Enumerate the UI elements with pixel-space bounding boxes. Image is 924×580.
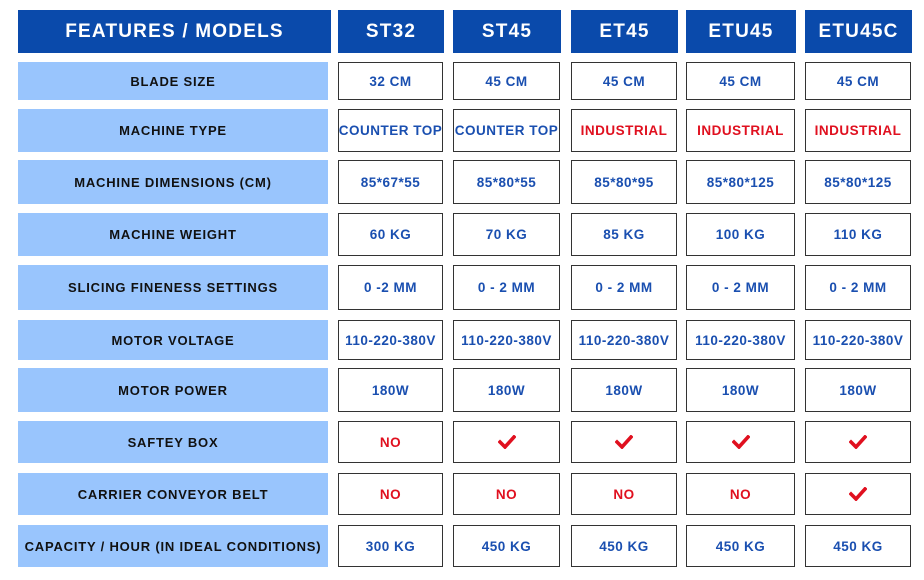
value-cell xyxy=(805,473,911,515)
value-cell: 180W xyxy=(805,368,911,412)
value-cell: 85 KG xyxy=(571,213,677,256)
value-cell: 85*80*95 xyxy=(571,160,677,204)
value-cell: 60 KG xyxy=(338,213,443,256)
value-cell: 110-220-380V xyxy=(805,320,911,360)
check-icon xyxy=(497,435,516,449)
value-cell: 450 KG xyxy=(805,525,911,567)
value-cell: COUNTER TOP xyxy=(338,109,443,152)
check-icon xyxy=(849,487,867,501)
feature-label: CAPACITY / HOUR (IN IDEAL CONDITIONS) xyxy=(18,525,328,567)
value-cell: 45 CM xyxy=(453,62,560,100)
value-cell: 180W xyxy=(686,368,795,412)
value-cell: COUNTER TOP xyxy=(453,109,560,152)
value-cell xyxy=(571,421,677,463)
feature-label: MACHINE WEIGHT xyxy=(18,213,328,256)
feature-label: SLICING FINENESS SETTINGS xyxy=(18,265,328,310)
value-cell: 180W xyxy=(338,368,443,412)
value-cell: NO xyxy=(338,473,443,515)
value-cell xyxy=(453,421,560,463)
feature-label: MACHINE DIMENSIONS (CM) xyxy=(18,160,328,204)
feature-label: BLADE SIZE xyxy=(18,62,328,100)
value-cell: 45 CM xyxy=(805,62,911,100)
model-header: ETU45C xyxy=(805,10,912,53)
value-cell: 110 KG xyxy=(805,213,911,256)
model-header: ETU45 xyxy=(686,10,796,53)
model-header: ST32 xyxy=(338,10,444,53)
value-cell: 110-220-380V xyxy=(686,320,795,360)
value-cell: 85*80*125 xyxy=(686,160,795,204)
check-icon xyxy=(615,435,633,449)
feature-label: CARRIER CONVEYOR BELT xyxy=(18,473,328,515)
value-cell: 100 KG xyxy=(686,213,795,256)
value-cell: 45 CM xyxy=(686,62,795,100)
value-cell: NO xyxy=(338,421,443,463)
value-cell: 85*80*55 xyxy=(453,160,560,204)
value-cell: 300 KG xyxy=(338,525,443,567)
value-cell: 450 KG xyxy=(571,525,677,567)
value-cell: NO xyxy=(686,473,795,515)
model-header: ET45 xyxy=(571,10,678,53)
value-cell: 180W xyxy=(571,368,677,412)
value-cell: 85*67*55 xyxy=(338,160,443,204)
feature-label: MOTOR VOLTAGE xyxy=(18,320,328,360)
value-cell: 0 -2 MM xyxy=(338,265,443,310)
value-cell: INDUSTRIAL xyxy=(686,109,795,152)
value-cell: 450 KG xyxy=(686,525,795,567)
value-cell: INDUSTRIAL xyxy=(571,109,677,152)
value-cell: 180W xyxy=(453,368,560,412)
value-cell: NO xyxy=(453,473,560,515)
value-cell xyxy=(686,421,795,463)
value-cell: 0 - 2 MM xyxy=(453,265,560,310)
value-cell: 70 KG xyxy=(453,213,560,256)
value-cell: INDUSTRIAL xyxy=(805,109,911,152)
check-icon xyxy=(731,435,750,449)
value-cell xyxy=(805,421,911,463)
value-cell: 32 CM xyxy=(338,62,443,100)
check-icon xyxy=(849,435,867,449)
features-header: FEATURES / MODELS xyxy=(18,10,331,53)
feature-label: MACHINE TYPE xyxy=(18,109,328,152)
value-cell: 0 - 2 MM xyxy=(805,265,911,310)
value-cell: 110-220-380V xyxy=(571,320,677,360)
model-header: ST45 xyxy=(453,10,561,53)
feature-label: MOTOR POWER xyxy=(18,368,328,412)
value-cell: 110-220-380V xyxy=(453,320,560,360)
value-cell: 110-220-380V xyxy=(338,320,443,360)
value-cell: 85*80*125 xyxy=(805,160,911,204)
value-cell: 45 CM xyxy=(571,62,677,100)
value-cell: 0 - 2 MM xyxy=(686,265,795,310)
value-cell: NO xyxy=(571,473,677,515)
value-cell: 0 - 2 MM xyxy=(571,265,677,310)
feature-label: SAFTEY BOX xyxy=(18,421,328,463)
value-cell: 450 KG xyxy=(453,525,560,567)
